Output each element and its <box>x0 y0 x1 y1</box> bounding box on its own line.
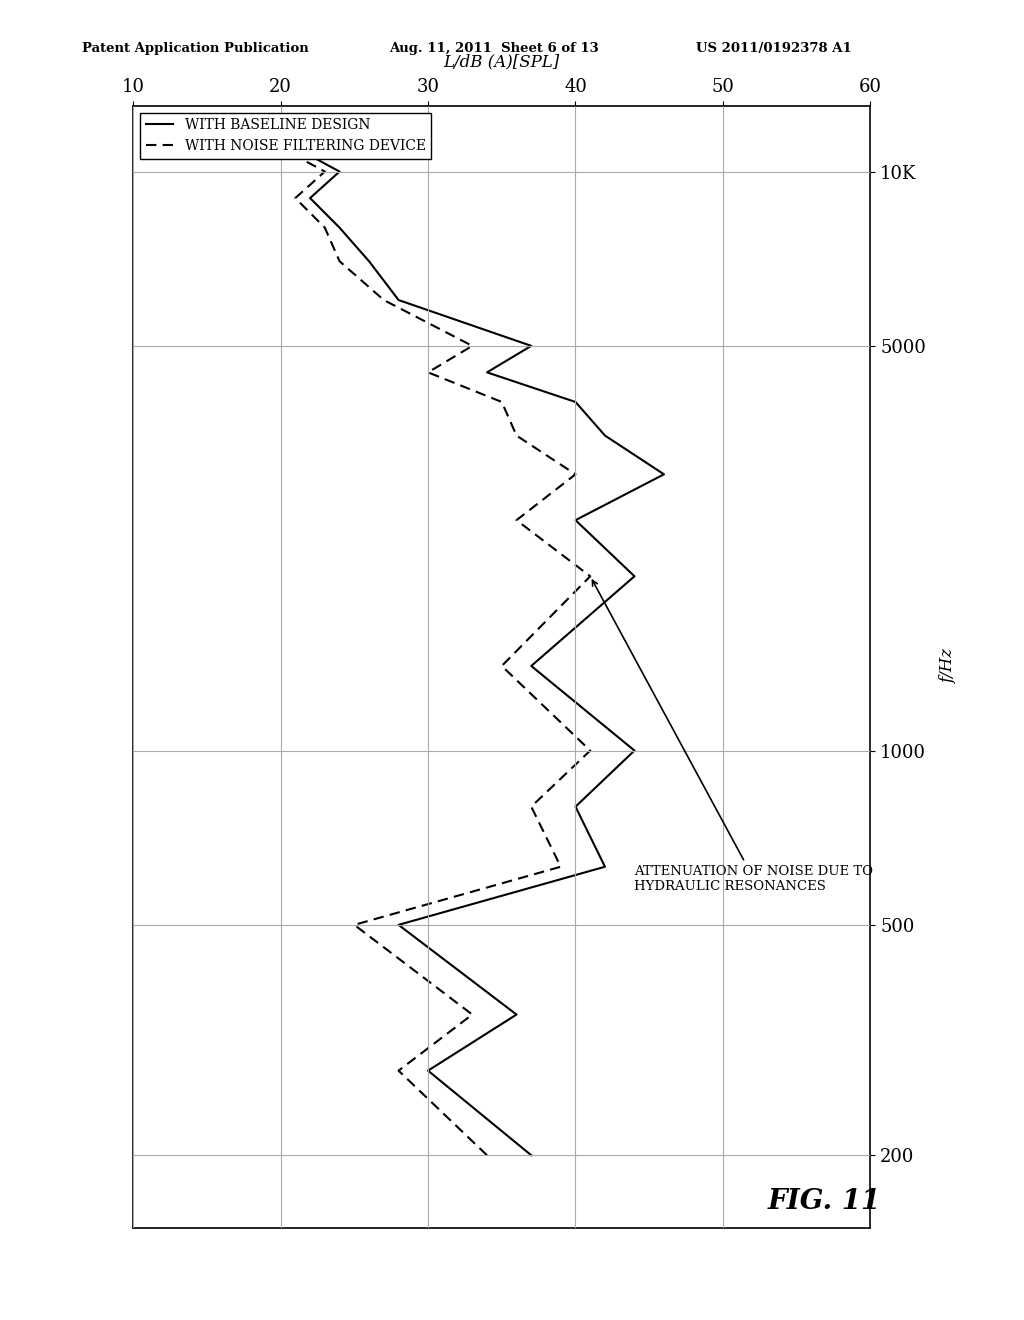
Text: ATTENUATION OF NOISE DUE TO
HYDRAULIC RESONANCES: ATTENUATION OF NOISE DUE TO HYDRAULIC RE… <box>593 581 873 894</box>
X-axis label: L/dB (A)[SPL]: L/dB (A)[SPL] <box>443 54 560 71</box>
Text: US 2011/0192378 A1: US 2011/0192378 A1 <box>696 42 852 55</box>
Y-axis label: f/Hz: f/Hz <box>940 649 957 684</box>
Text: Patent Application Publication: Patent Application Publication <box>82 42 308 55</box>
Text: FIG. 11: FIG. 11 <box>768 1188 882 1214</box>
Text: Aug. 11, 2011  Sheet 6 of 13: Aug. 11, 2011 Sheet 6 of 13 <box>389 42 599 55</box>
Legend: WITH BASELINE DESIGN, WITH NOISE FILTERING DEVICE: WITH BASELINE DESIGN, WITH NOISE FILTERI… <box>140 112 431 158</box>
